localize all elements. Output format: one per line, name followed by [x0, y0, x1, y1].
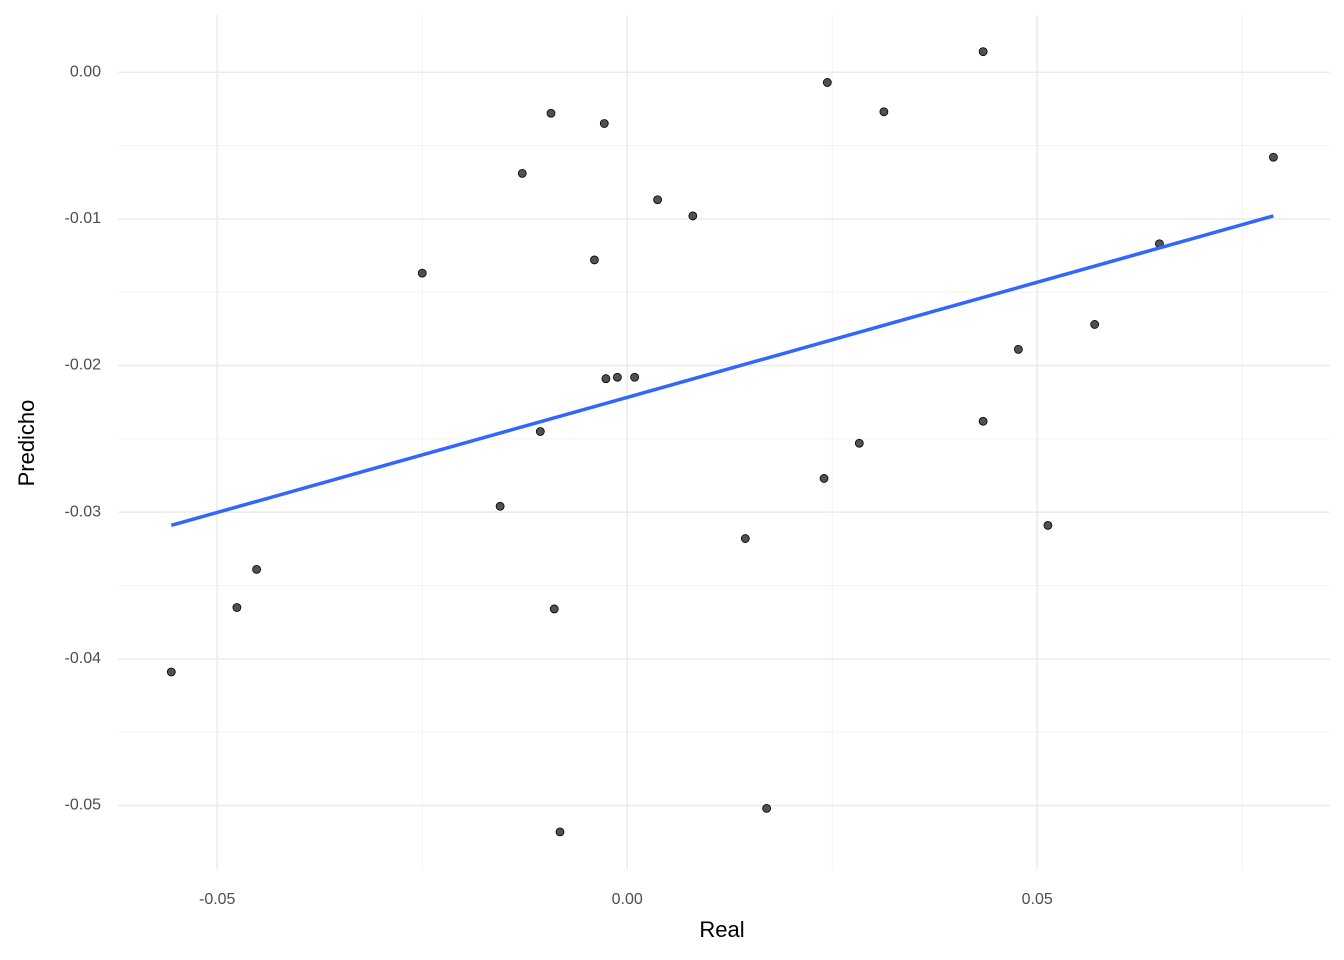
- point: [819, 474, 829, 483]
- point: [612, 372, 622, 382]
- point: [555, 827, 565, 837]
- point: [1090, 320, 1100, 329]
- point: [854, 438, 864, 448]
- point: [978, 416, 988, 426]
- y-tick-label: 0.00: [70, 63, 101, 80]
- point: [630, 372, 640, 382]
- point: [546, 108, 556, 118]
- point: [590, 255, 599, 265]
- point: [232, 603, 242, 612]
- point: [166, 667, 176, 677]
- x-tick-label: 0.05: [1022, 891, 1053, 908]
- y-tick-label: -0.01: [65, 210, 102, 227]
- point: [417, 268, 427, 278]
- point: [740, 534, 750, 543]
- point: [822, 78, 832, 87]
- point: [517, 168, 527, 178]
- trend-line: [170, 214, 1274, 528]
- point: [252, 564, 261, 574]
- x-tick-label: 0.00: [612, 891, 643, 908]
- x-tick-label: -0.05: [199, 891, 236, 908]
- point: [879, 107, 889, 117]
- point: [549, 604, 559, 614]
- y-axis-title: Predicho: [14, 400, 39, 487]
- point: [1043, 520, 1053, 530]
- point: [601, 374, 611, 384]
- x-axis-title: Real: [699, 917, 744, 942]
- y-tick-label: -0.03: [65, 503, 102, 520]
- point: [1269, 152, 1278, 162]
- point: [762, 804, 772, 813]
- point: [599, 119, 609, 128]
- y-tick-label: -0.02: [65, 357, 102, 374]
- y-tick-label: -0.04: [65, 650, 102, 667]
- point: [688, 211, 698, 221]
- point: [653, 195, 662, 205]
- point: [1013, 344, 1023, 354]
- y-tick-label: -0.05: [65, 797, 102, 814]
- point: [978, 47, 988, 57]
- point: [495, 501, 505, 511]
- point: [535, 427, 545, 436]
